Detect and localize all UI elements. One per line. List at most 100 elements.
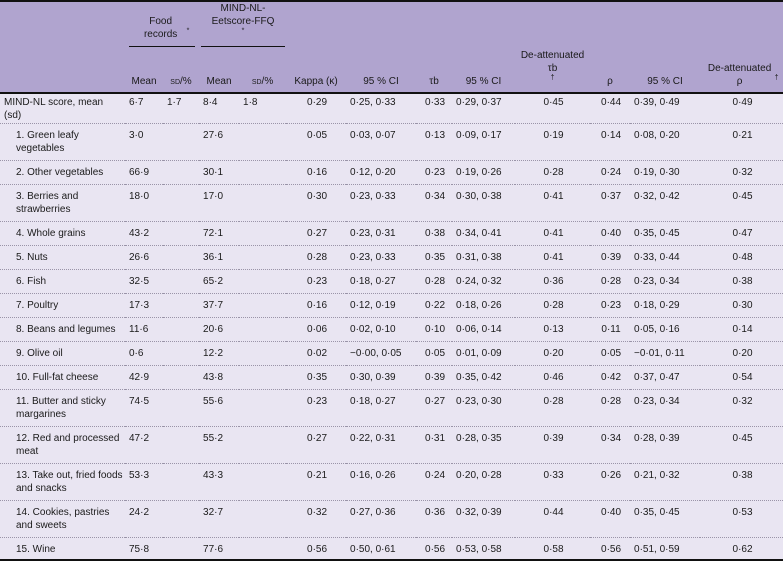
food-records-group-header: Food records *	[125, 1, 200, 49]
cell-kappa: 0·21	[286, 463, 347, 501]
cell-sd	[239, 317, 287, 342]
cell-mean: 17·0	[199, 184, 240, 222]
cell--b: 0·56	[416, 537, 453, 560]
table-row: 9. Olive oil 0·6 12·2 0·02 −0·00, 0·05 0·05 0·…	[0, 341, 783, 366]
cell-95-ci: 0·01, 0·09	[452, 341, 516, 366]
cell-de-attenuated-b: 0·46	[515, 365, 591, 390]
cell-kappa: 0·30	[286, 184, 347, 222]
cell--b: 0·35	[416, 245, 453, 270]
cell-sd	[163, 500, 200, 538]
cell-: 0·37	[590, 184, 631, 222]
col-rho-ci: 95 % CI	[630, 49, 701, 94]
cell-mean: 47·2	[125, 426, 163, 464]
cell-mean: 55·2	[199, 426, 240, 464]
cell-sd	[163, 537, 200, 560]
cell-sd	[163, 245, 200, 270]
cell-de-attenuated: 0·38	[700, 463, 783, 501]
cell-sd	[239, 426, 287, 464]
table-body: MIND-NL score, mean (sd) 6·7 1·7 8·4 1·8 0·29…	[0, 93, 783, 560]
cell-95-ci: 0·23, 0·31	[346, 221, 417, 246]
cell-mean: 6·7	[125, 93, 163, 124]
cell-95-ci: −0·01, 0·11	[630, 341, 701, 366]
cell-95-ci: 0·32, 0·42	[630, 184, 701, 222]
cell-kappa: 0·56	[286, 537, 347, 560]
cell-mean: 36·1	[199, 245, 240, 270]
cell-95-ci: 0·25, 0·33	[346, 93, 417, 124]
cell-mean: 32·7	[199, 500, 240, 538]
cell-de-attenuated-b: 0·44	[515, 500, 591, 538]
cell-mean: 43·3	[199, 463, 240, 501]
cell-95-ci: 0·22, 0·31	[346, 426, 417, 464]
row-label: 2. Other vegetables	[0, 160, 125, 185]
cell-sd	[239, 500, 287, 538]
cell-sd	[163, 221, 200, 246]
cell-mean: 18·0	[125, 184, 163, 222]
cell-: 0·14	[590, 123, 631, 161]
cell-de-attenuated: 0·30	[700, 293, 783, 318]
cell-de-attenuated: 0·20	[700, 341, 783, 366]
table-row: 2. Other vegetables 66·9 30·1 0·16 0·12, 0·2…	[0, 160, 783, 185]
cell-de-attenuated: 0·48	[700, 245, 783, 270]
cell-de-attenuated-b: 0·13	[515, 317, 591, 342]
cell-de-attenuated-b: 0·28	[515, 389, 591, 427]
cell-mean: 0·6	[125, 341, 163, 366]
col-ffq-sd: sd/%	[239, 49, 287, 94]
cell-sd	[239, 389, 287, 427]
cell-sd	[239, 537, 287, 560]
row-label: 7. Poultry	[0, 293, 125, 318]
cell-95-ci: 0·30, 0·38	[452, 184, 516, 222]
cell-sd	[163, 293, 200, 318]
table-row: 12. Red and processed meat 47·2 55·2 0·27 0·…	[0, 426, 783, 464]
cell-95-ci: 0·50, 0·61	[346, 537, 417, 560]
cell-95-ci: 0·18, 0·29	[630, 293, 701, 318]
cell-sd	[239, 123, 287, 161]
row-label: 9. Olive oil	[0, 341, 125, 366]
cell-sd	[163, 463, 200, 501]
cell-de-attenuated: 0·14	[700, 317, 783, 342]
cell-de-attenuated: 0·45	[700, 184, 783, 222]
cell-kappa: 0·23	[286, 389, 347, 427]
cell-kappa: 0·16	[286, 160, 347, 185]
cell-95-ci: 0·08, 0·20	[630, 123, 701, 161]
col-deatt-tau: De-attenuated τb†	[515, 49, 591, 94]
cell-95-ci: 0·27, 0·36	[346, 500, 417, 538]
cell-95-ci: 0·18, 0·27	[346, 389, 417, 427]
cell-: 0·28	[590, 269, 631, 294]
cell-95-ci: 0·19, 0·30	[630, 160, 701, 185]
cell--b: 0·23	[416, 160, 453, 185]
cell-: 0·23	[590, 293, 631, 318]
cell-mean: 12·2	[199, 341, 240, 366]
cell-95-ci: 0·33, 0·44	[630, 245, 701, 270]
cell-sd	[239, 341, 287, 366]
cell-de-attenuated: 0·62	[700, 537, 783, 560]
cell-95-ci: 0·35, 0·45	[630, 500, 701, 538]
ffq-group-header: MIND-NL-Eetscore-FFQ*	[199, 1, 287, 49]
cell-95-ci: 0·12, 0·20	[346, 160, 417, 185]
cell-mean: 43·2	[125, 221, 163, 246]
cell-de-attenuated: 0·45	[700, 426, 783, 464]
col-kappa-ci: 95 % CI	[346, 49, 417, 94]
cell-mean: 27·6	[199, 123, 240, 161]
cell-mean: 26·6	[125, 245, 163, 270]
cell-95-ci: 0·23, 0·34	[630, 269, 701, 294]
cell-sd	[163, 269, 200, 294]
cell-95-ci: 0·21, 0·32	[630, 463, 701, 501]
cell-sd	[163, 365, 200, 390]
col-tau-ci: 95 % CI	[452, 49, 516, 94]
cell-de-attenuated-b: 0·41	[515, 221, 591, 246]
row-label: 8. Beans and legumes	[0, 317, 125, 342]
cell-95-ci: 0·29, 0·37	[452, 93, 516, 124]
cell-: 0·42	[590, 365, 631, 390]
cell-mean: 37·7	[199, 293, 240, 318]
cell-de-attenuated-b: 0·36	[515, 269, 591, 294]
cell-kappa: 0·32	[286, 500, 347, 538]
cell-: 0·26	[590, 463, 631, 501]
table-row: 8. Beans and legumes 11·6 20·6 0·06 0·02, 0·…	[0, 317, 783, 342]
cell-mean: 17·3	[125, 293, 163, 318]
cell-de-attenuated: 0·54	[700, 365, 783, 390]
cell-: 0·34	[590, 426, 631, 464]
cell-de-attenuated: 0·32	[700, 160, 783, 185]
table-row: MIND-NL score, mean (sd) 6·7 1·7 8·4 1·8 0·29…	[0, 93, 783, 124]
cell-de-attenuated: 0·53	[700, 500, 783, 538]
